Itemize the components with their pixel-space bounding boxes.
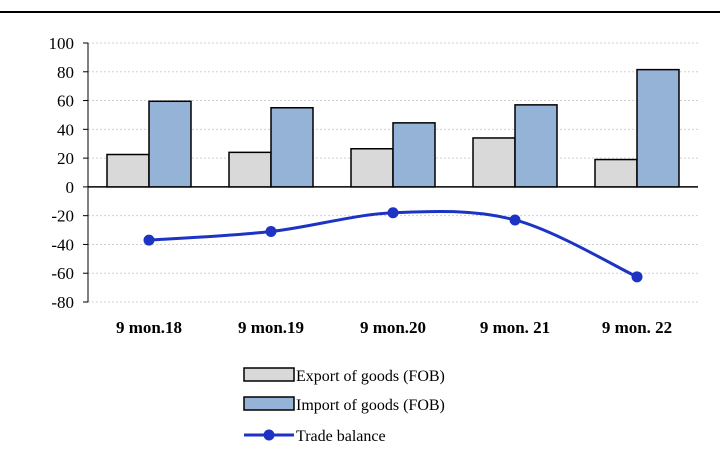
- legend-label: Export of goods (FOB): [296, 368, 445, 385]
- y-tick-label: 40: [57, 120, 74, 139]
- bar: [228, 151, 272, 188]
- trade-balance-point: [143, 234, 155, 246]
- bar: [636, 68, 680, 188]
- legend-label: Trade balance: [296, 428, 386, 445]
- y-tick-label: 80: [57, 63, 74, 82]
- bar: [106, 153, 150, 188]
- x-tick-label: 9 mon.18: [116, 318, 182, 337]
- bar: [148, 100, 192, 188]
- y-tick-label: 20: [57, 149, 74, 168]
- bars: [106, 68, 680, 188]
- bar: [472, 137, 516, 188]
- bar: [350, 148, 394, 188]
- y-tick-label: -20: [51, 207, 74, 226]
- x-tick-label: 9 mon. 21: [480, 318, 550, 337]
- legend: Export of goods (FOB) Import of goods (FO…: [243, 367, 445, 445]
- bar: [270, 107, 314, 188]
- bar: [392, 122, 436, 188]
- y-tick-label: -60: [51, 264, 74, 283]
- y-tick-label: 100: [49, 34, 75, 53]
- bar: [514, 104, 558, 188]
- x-tick-label: 9 mon. 22: [602, 318, 672, 337]
- legend-label: Import of goods (FOB): [296, 397, 445, 414]
- trade-balance-line: [143, 207, 643, 283]
- bar: [594, 158, 638, 188]
- legend-swatch: [243, 367, 295, 382]
- trade-balance-point: [509, 214, 521, 226]
- y-tick-label: 0: [66, 178, 75, 197]
- y-tick-label: 60: [57, 92, 74, 111]
- legend-swatch: [243, 396, 295, 411]
- x-tick-label: 9 mon.19: [238, 318, 304, 337]
- trade-balance-point: [631, 271, 643, 283]
- trade-balance-point: [387, 207, 399, 219]
- legend-marker: [263, 429, 275, 441]
- y-tick-label: -80: [51, 293, 74, 312]
- x-axis-labels: 9 mon.18 9 mon.19 9 mon.20 9 mon. 21 9 mon. …: [116, 318, 672, 337]
- y-tick-label: -40: [51, 235, 74, 254]
- trade-balance-point: [265, 225, 277, 237]
- x-tick-label: 9 mon.20: [360, 318, 426, 337]
